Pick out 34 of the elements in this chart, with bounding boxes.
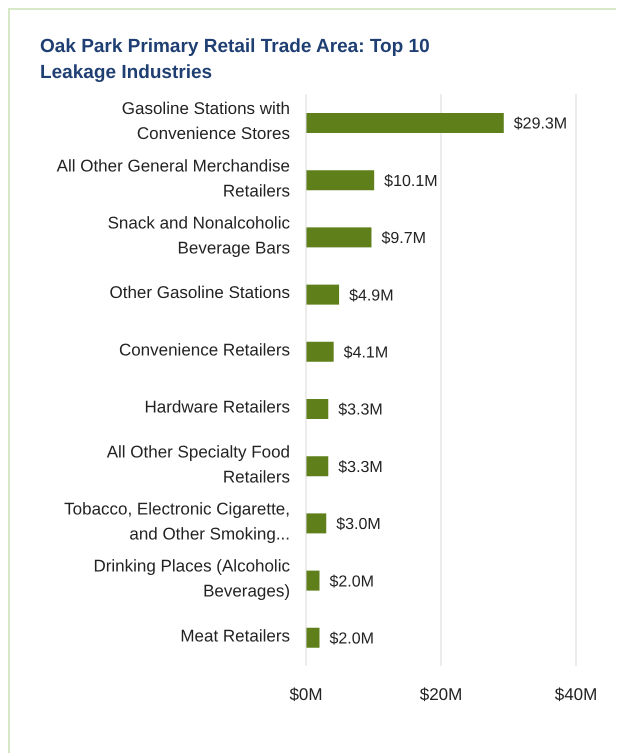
- chart-title: Oak Park Primary Retail Trade Area: Top 10 Leakage Industries: [39, 35, 431, 85]
- bar: [306, 170, 374, 190]
- data-label: $9.7M: [381, 230, 426, 248]
- y-tick-label: Hardware Retailers: [144, 398, 290, 418]
- y-tick-label: Snack and Nonalcoholic Beverage Bars: [108, 214, 290, 258]
- bar: [306, 456, 328, 476]
- data-label: $3.3M: [338, 402, 383, 419]
- bar: [306, 570, 320, 591]
- bar: [306, 399, 328, 419]
- x-tick-label: $20M: [420, 685, 462, 704]
- y-tick-label: All Other General Merchandise Retailers: [56, 156, 290, 201]
- y-tick-label: Drinking Places (Alcoholic Beverages): [93, 557, 290, 602]
- x-tick-label: $0M: [289, 685, 323, 704]
- data-label: $4.1M: [344, 344, 388, 362]
- data-label: $10.1M: [384, 172, 438, 190]
- bar: [306, 227, 372, 248]
- y-tick-label: Meat Retailers: [180, 626, 290, 646]
- bar: [306, 628, 320, 648]
- bar: [306, 342, 334, 362]
- bar: [306, 113, 504, 133]
- y-tick-label: Other Gasoline Stations: [110, 284, 290, 303]
- data-label: $2.0M: [330, 630, 374, 648]
- y-tick-label: Gasoline Stations with Convenience Stores: [122, 100, 290, 144]
- bar: [306, 284, 340, 305]
- y-tick-label: Tobacco, Electronic Cigarette, and Other Smoking...: [64, 500, 290, 544]
- data-label: $29.3M: [514, 116, 568, 133]
- y-tick-label: Convenience Retailers: [118, 340, 290, 360]
- data-label: $4.9M: [349, 287, 394, 304]
- x-tick-label: $40M: [554, 685, 598, 704]
- data-label: $2.0M: [330, 573, 374, 590]
- data-label: $3.0M: [336, 516, 381, 534]
- y-tick-label: All Other Specialty Food Retailers: [106, 442, 290, 487]
- bar: [306, 513, 326, 534]
- data-label: $3.3M: [338, 458, 383, 476]
